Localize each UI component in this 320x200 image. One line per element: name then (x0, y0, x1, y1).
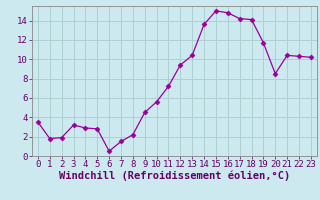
X-axis label: Windchill (Refroidissement éolien,°C): Windchill (Refroidissement éolien,°C) (59, 171, 290, 181)
